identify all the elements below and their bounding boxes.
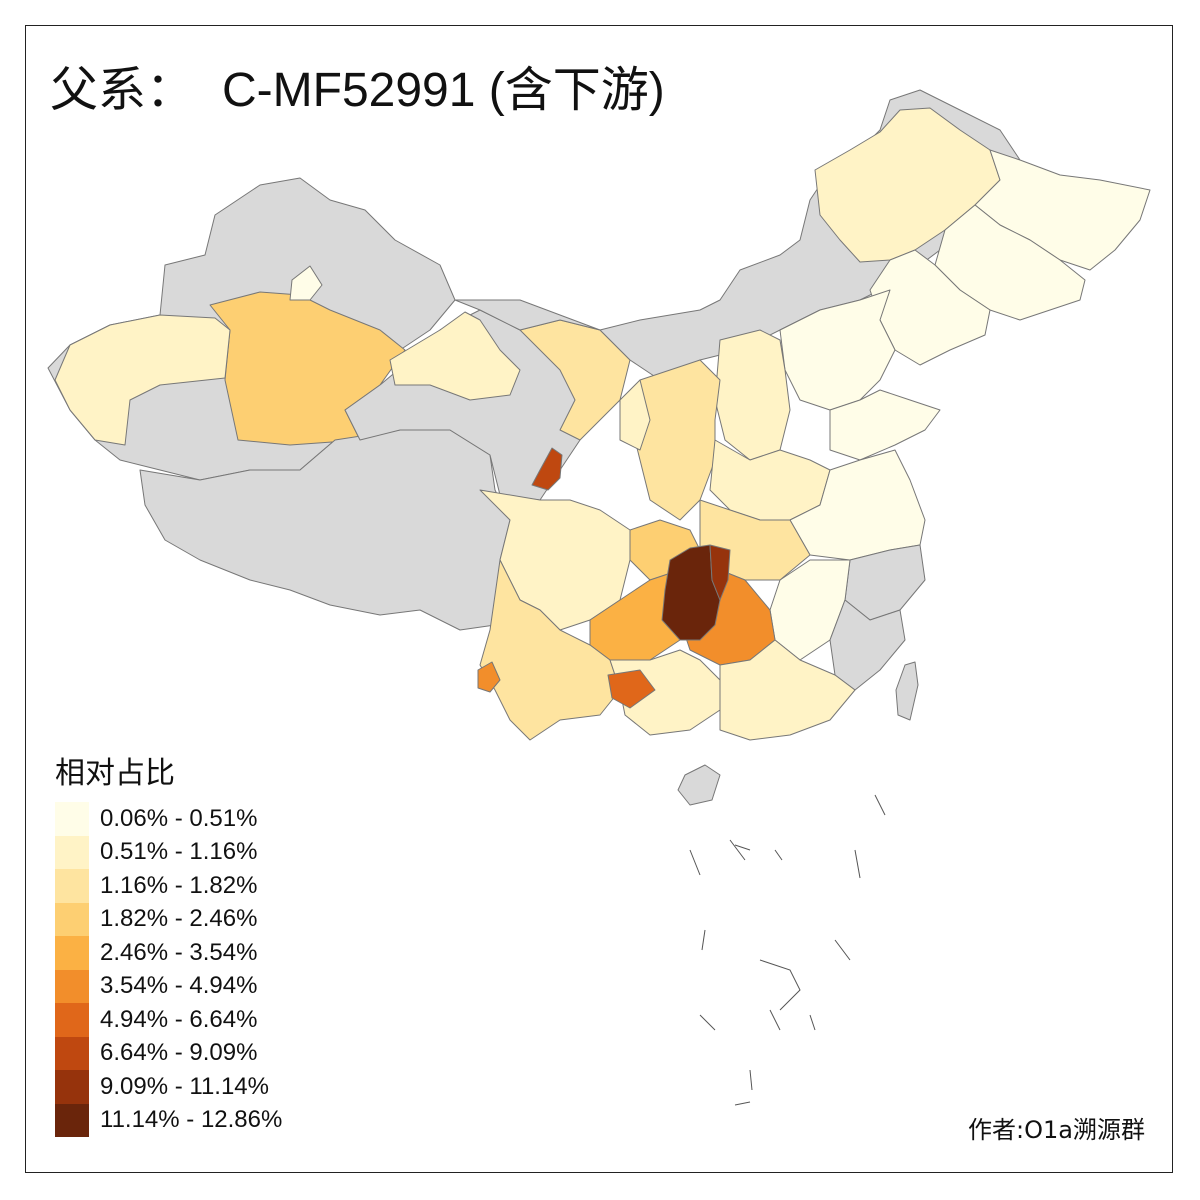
legend-swatch	[55, 969, 89, 1003]
legend-item: 4.94% - 6.64%	[55, 1003, 282, 1037]
legend-swatch	[55, 1003, 89, 1037]
legend-label: 0.51% - 1.16%	[100, 838, 258, 866]
region-hainan	[677, 764, 721, 806]
legend-swatch	[55, 1036, 89, 1070]
legend-label: 2.46% - 3.54%	[100, 938, 258, 966]
legend-item: 0.51% - 1.16%	[55, 835, 282, 869]
legend: 相对占比 0.06% - 0.51% 0.51% - 1.16% 1.16% - 1…	[55, 752, 282, 1137]
legend-item: 11.14% - 12.86%	[55, 1103, 283, 1137]
legend-item: 1.82% - 2.46%	[55, 902, 282, 936]
legend-swatch	[55, 902, 89, 936]
region-guangxi-hotspot	[607, 669, 656, 709]
legend-swatch	[55, 1103, 89, 1137]
region-taiwan	[895, 661, 919, 721]
legend-label: 1.16% - 1.82%	[100, 871, 258, 899]
region-hunan-ring	[709, 544, 731, 601]
legend-item: 1.16% - 1.82%	[55, 869, 282, 903]
legend-item: 0.06% - 0.51%	[55, 802, 282, 836]
region-xinjiang-west	[54, 314, 231, 446]
author-credit: 作者:O1a溯源群	[968, 1116, 1145, 1144]
legend-items: 0.06% - 0.51% 0.51% - 1.16% 1.16% - 1.82% 1…	[55, 802, 282, 1137]
legend-item: 3.54% - 4.94%	[55, 969, 282, 1003]
legend-label: 3.54% - 4.94%	[100, 972, 258, 1000]
region-shandong	[829, 389, 941, 461]
title-prefix: 父系：	[50, 62, 195, 118]
map-frame	[25, 25, 1173, 1173]
region-hunan-core	[661, 544, 721, 641]
legend-title: 相对占比	[55, 756, 175, 791]
region-urumqi-area	[289, 265, 323, 301]
legend-item: 6.64% - 9.09%	[55, 1036, 282, 1070]
region-haixi	[389, 311, 521, 401]
legend-label: 4.94% - 6.64%	[100, 1005, 258, 1033]
region-hebei-beijing	[779, 289, 896, 411]
region-yunnan-west	[477, 661, 501, 693]
legend-label: 6.64% - 9.09%	[100, 1039, 258, 1067]
legend-label: 0.06% - 0.51%	[100, 804, 258, 832]
region-guangdong	[719, 639, 856, 741]
south-china-sea-islands	[689, 794, 886, 1106]
legend-item: 2.46% - 3.54%	[55, 936, 282, 970]
region-shanxi	[714, 329, 791, 461]
legend-label: 9.09% - 11.14%	[100, 1072, 269, 1100]
legend-swatch	[55, 802, 89, 836]
legend-swatch	[55, 936, 89, 970]
legend-swatch	[55, 835, 89, 869]
region-xining-hotspot	[531, 447, 563, 491]
region-ningxia	[619, 379, 651, 451]
legend-item: 9.09% - 11.14%	[55, 1070, 282, 1104]
legend-label: 1.82% - 2.46%	[100, 905, 258, 933]
region-jiangsu-anhui	[789, 449, 926, 561]
title-haplogroup: C-MF52991 (含下游)	[222, 64, 665, 117]
legend-swatch	[55, 1070, 89, 1104]
map-title: 父系： C-MF52991 (含下游)	[50, 60, 665, 121]
legend-label: 11.14% - 12.86%	[100, 1106, 283, 1134]
legend-swatch	[55, 869, 89, 903]
